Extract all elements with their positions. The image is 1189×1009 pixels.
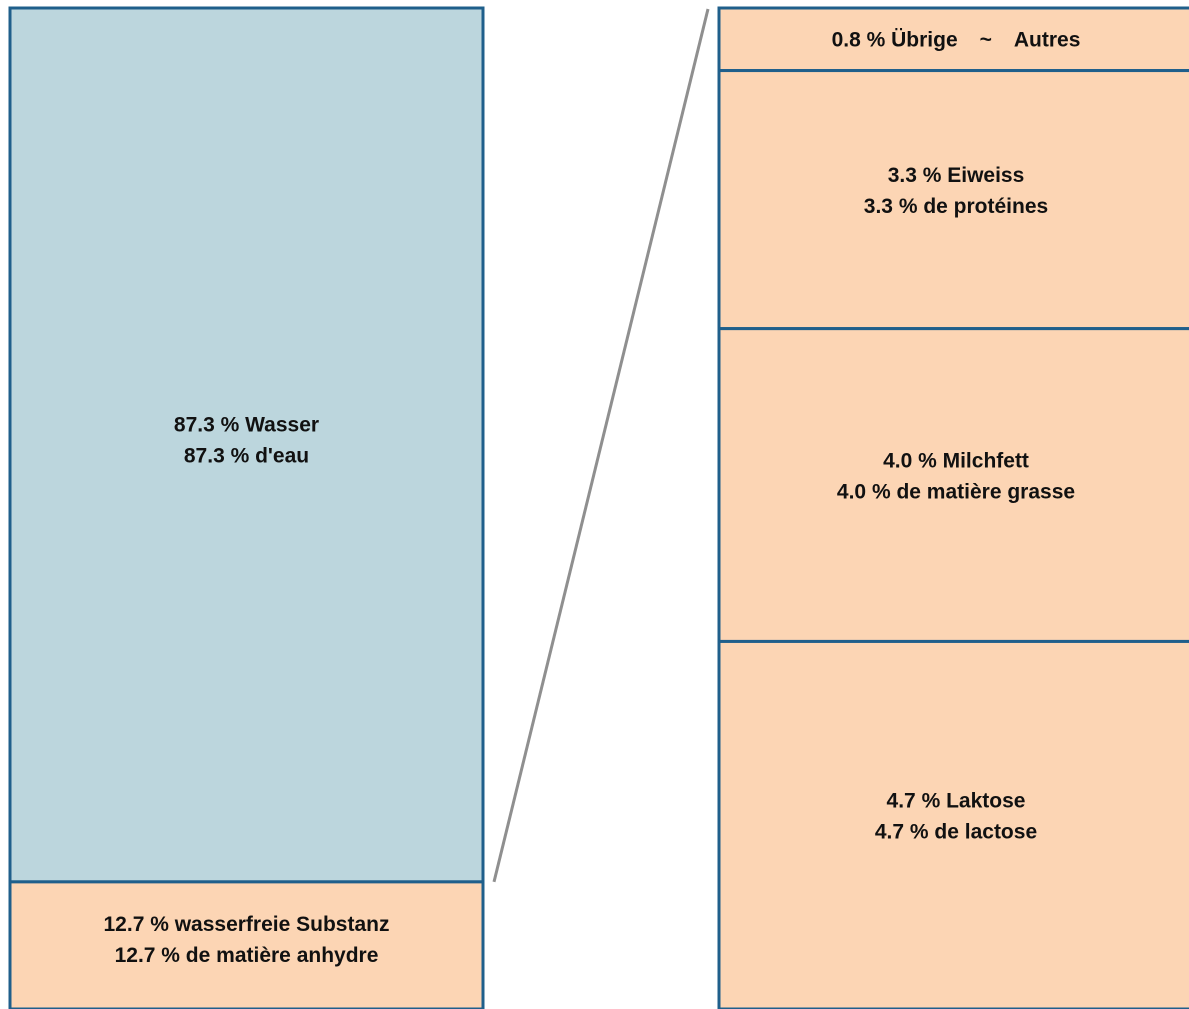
segment-laktose-label-de: 4.7 % Laktose (887, 790, 1026, 813)
segment-wasser-bar (8, 6, 485, 884)
segment-milchfett: 4.0 % Milchfett 4.0 % de matière grasse (717, 327, 1189, 643)
segment-wasserfreie-substanz-label-de: 12.7 % wasserfreie Substanz (104, 913, 390, 936)
segment-eiweiss-label-de: 3.3 % Eiweiss (888, 164, 1025, 187)
segment-laktose-bar (717, 639, 1189, 1009)
segment-eiweiss-bar (717, 69, 1189, 331)
segment-laktose-label-fr: 4.7 % de lactose (875, 821, 1037, 844)
segment-laktose: 4.7 % Laktose 4.7 % de lactose (717, 639, 1189, 1009)
segment-ubrige-label-fr: Autres (1014, 28, 1081, 51)
segment-ubrige-label-de: 0.8 % Übrige (832, 28, 958, 51)
dry-matter-detail-bar: 0.8 % Übrige ~ Autres 3.3 % Eiweiss 3.3 % de… (717, 6, 1189, 1009)
segment-wasserfreie-substanz-label-fr: 12.7 % de matière anhydre (115, 944, 379, 967)
segment-wasser-label-fr: 87.3 % d'eau (184, 444, 309, 467)
segment-wasserfreie-substanz-bar (8, 880, 485, 1009)
segment-wasser-label-de: 87.3 % Wasser (174, 413, 319, 436)
segment-milchfett-label-fr: 4.0 % de matière grasse (837, 481, 1075, 504)
segment-milchfett-bar (717, 327, 1189, 643)
segment-ubrige-separator: ~ (980, 28, 992, 51)
segment-wasserfreie-substanz: 12.7 % wasserfreie Substanz 12.7 % de mat… (8, 880, 485, 1009)
total-composition-bar: 87.3 % Wasser 87.3 % d'eau 12.7 % wasserfr… (8, 6, 485, 1009)
segment-milchfett-label-de: 4.0 % Milchfett (883, 450, 1029, 473)
segment-wasser: 87.3 % Wasser 87.3 % d'eau (8, 6, 485, 884)
segment-eiweiss-label-fr: 3.3 % de protéines (864, 195, 1048, 218)
zoom-connector-line (492, 8, 710, 883)
segment-ubrige: 0.8 % Übrige ~ Autres (717, 6, 1189, 73)
segment-eiweiss: 3.3 % Eiweiss 3.3 % de protéines (717, 69, 1189, 331)
segment-ubrige-label: 0.8 % Übrige ~ Autres (832, 28, 1081, 51)
